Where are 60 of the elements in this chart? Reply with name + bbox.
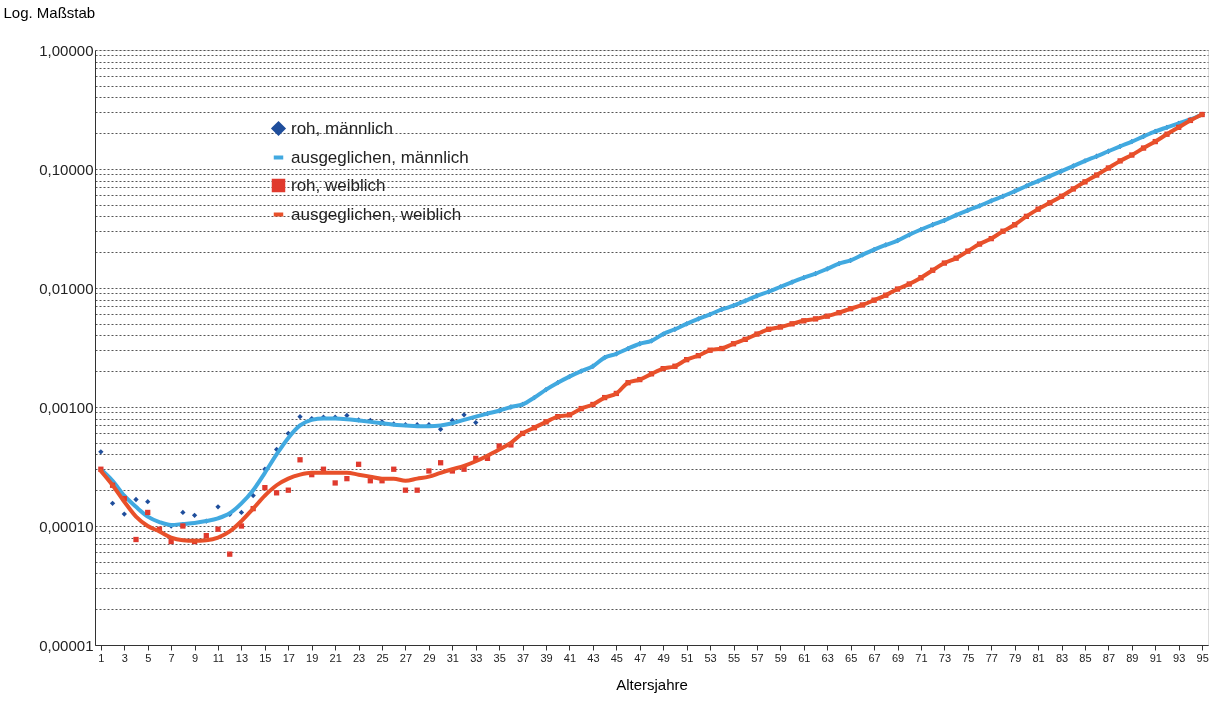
x-tick-label: 67 <box>868 651 881 664</box>
x-tick-label: 79 <box>1009 651 1022 664</box>
x-tick-label: 39 <box>540 651 553 664</box>
x-tick-label: 83 <box>1055 651 1069 664</box>
y-tick-label: 0,01000 <box>39 279 94 297</box>
y-tick-label: 0,10000 <box>39 160 94 178</box>
x-tick-label: 71 <box>915 651 928 664</box>
x-tick-label: 15 <box>259 651 272 664</box>
x-tick-label: 89 <box>1126 651 1139 664</box>
x-tick-label: 51 <box>681 651 694 664</box>
x-tick-label: 33 <box>470 651 483 664</box>
x-tick-label: 65 <box>845 651 858 664</box>
y-tick-label: 1,00000 <box>39 41 94 59</box>
x-tick-label: 5 <box>145 651 152 664</box>
x-tick-label: 35 <box>493 651 506 664</box>
x-tick-label: 61 <box>798 651 811 664</box>
x-tick-label: 17 <box>282 651 295 664</box>
x-tick-label: 49 <box>657 651 670 664</box>
x-tick-label: 13 <box>235 651 249 664</box>
x-tick-label: 37 <box>517 651 530 664</box>
x-tick-label: 73 <box>938 651 952 664</box>
y-axis-title: Log. Maßstab <box>3 3 96 21</box>
x-tick-label: 55 <box>727 651 741 664</box>
x-tick-label: 95 <box>1196 651 1209 664</box>
y-tick-label: 0,00010 <box>39 517 94 535</box>
y-tick-label: 0,00001 <box>39 636 94 654</box>
x-tick-label: 93 <box>1173 651 1186 664</box>
x-tick-label: 11 <box>212 651 225 664</box>
legend-label: roh, weiblich <box>291 175 386 195</box>
x-tick-label: 53 <box>704 651 717 664</box>
legend-label: ausgeglichen, weiblich <box>291 204 462 224</box>
x-tick-label: 75 <box>962 651 975 664</box>
x-tick-label: 23 <box>352 651 366 664</box>
x-tick-label: 43 <box>587 651 600 664</box>
x-tick-label: 69 <box>891 651 905 664</box>
x-tick-label: 7 <box>168 651 175 664</box>
x-tick-label: 77 <box>985 651 998 664</box>
x-tick-label: 9 <box>192 651 199 664</box>
x-tick-label: 25 <box>376 651 389 664</box>
x-tick-label: 31 <box>446 651 459 664</box>
x-tick-label: 57 <box>751 651 764 664</box>
x-tick-label: 85 <box>1079 651 1092 664</box>
x-tick-label: 87 <box>1102 651 1116 664</box>
x-tick-label: 91 <box>1149 651 1162 664</box>
x-tick-label: 21 <box>329 651 342 664</box>
x-tick-label: 45 <box>610 651 623 664</box>
x-tick-label: 59 <box>774 651 787 664</box>
legend-label: roh, männlich <box>291 118 394 138</box>
x-tick-label: 63 <box>821 651 834 664</box>
legend-label: ausgeglichen, männlich <box>291 147 469 167</box>
x-tick-label: 1 <box>98 651 105 664</box>
x-tick-label: 3 <box>121 651 128 664</box>
x-tick-label: 29 <box>423 651 436 664</box>
x-tick-label: 27 <box>399 651 413 664</box>
x-tick-label: 47 <box>634 651 647 664</box>
x-tick-label: 81 <box>1032 651 1045 664</box>
x-tick-label: 41 <box>563 651 577 664</box>
x-axis-title: Altersjahre <box>616 675 688 693</box>
y-tick-label: 0,00100 <box>39 398 94 416</box>
x-tick-label: 19 <box>306 651 319 664</box>
